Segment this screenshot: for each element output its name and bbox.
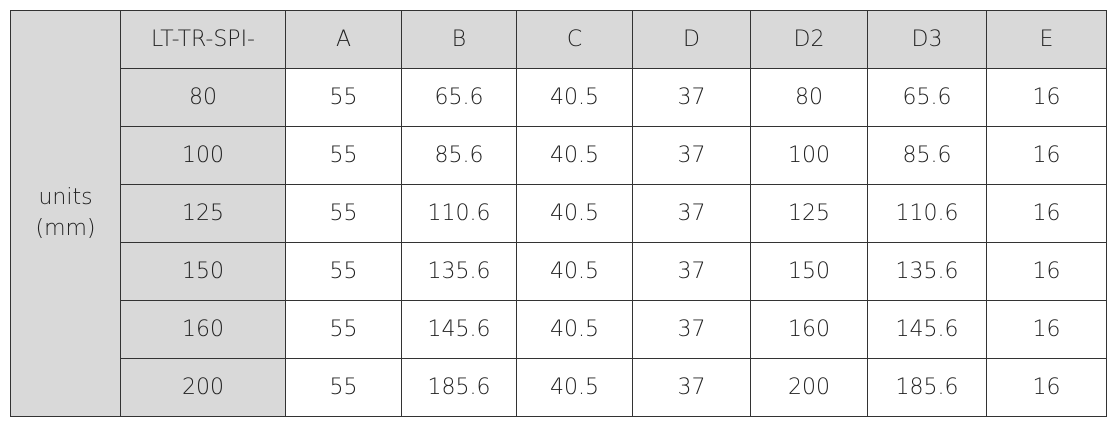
cell: 55	[285, 242, 402, 301]
table-body: units (mm) LT-TR-SPI- A B C D D2 D3 E 80 55 65.6 40.…	[10, 10, 1107, 417]
row: 200 55 185.6 40.5 37 200 185.6 16	[11, 358, 1107, 417]
cell: 40.5	[516, 242, 633, 301]
row: 80 55 65.6 40.5 37 80 65.6 16	[11, 68, 1107, 127]
row-header: 100	[120, 126, 286, 185]
cell: 40.5	[516, 184, 633, 243]
header-cell: LT-TR-SPI-	[120, 10, 286, 69]
cell: 135.6	[867, 242, 987, 301]
cell: 200	[750, 358, 868, 417]
cell: 85.6	[401, 126, 517, 185]
cell: 37	[632, 300, 751, 359]
cell: 40.5	[516, 68, 633, 127]
cell: 65.6	[401, 68, 517, 127]
cell: 110.6	[867, 184, 987, 243]
header-cell: A	[285, 10, 402, 69]
row: 125 55 110.6 40.5 37 125 110.6 16	[11, 184, 1107, 243]
header-cell: D3	[867, 10, 987, 69]
spec-table: units (mm) LT-TR-SPI- A B C D D2 D3 E 80 55 65.6 40.…	[10, 10, 1107, 417]
cell: 16	[986, 242, 1107, 301]
cell: 37	[632, 184, 751, 243]
cell: 55	[285, 68, 402, 127]
cell: 16	[986, 126, 1107, 185]
row: 160 55 145.6 40.5 37 160 145.6 16	[11, 300, 1107, 359]
cell: 40.5	[516, 126, 633, 185]
cell: 55	[285, 300, 402, 359]
row: 150 55 135.6 40.5 37 150 135.6 16	[11, 242, 1107, 301]
cell: 16	[986, 300, 1107, 359]
row-header: 150	[120, 242, 286, 301]
cell: 150	[750, 242, 868, 301]
cell: 16	[986, 184, 1107, 243]
cell: 37	[632, 126, 751, 185]
cell: 185.6	[401, 358, 517, 417]
cell: 65.6	[867, 68, 987, 127]
cell: 145.6	[867, 300, 987, 359]
cell: 145.6	[401, 300, 517, 359]
row-header: 80	[120, 68, 286, 127]
cell: 55	[285, 184, 402, 243]
header-row: units (mm) LT-TR-SPI- A B C D D2 D3 E	[10, 10, 1107, 417]
cell: 37	[632, 358, 751, 417]
row: 100 55 85.6 40.5 37 100 85.6 16	[11, 126, 1107, 185]
header-cell: B	[401, 10, 517, 69]
cell: 135.6	[401, 242, 517, 301]
cell: 37	[632, 68, 751, 127]
cell: 40.5	[516, 300, 633, 359]
row-header: 160	[120, 300, 286, 359]
header-cell: E	[986, 10, 1107, 69]
cell: 125	[750, 184, 868, 243]
cell: 40.5	[516, 358, 633, 417]
cell: 55	[285, 358, 402, 417]
cell: 185.6	[867, 358, 987, 417]
cell: 85.6	[867, 126, 987, 185]
cell: 110.6	[401, 184, 517, 243]
cell: 37	[632, 242, 751, 301]
cell: 16	[986, 358, 1107, 417]
cell: 160	[750, 300, 868, 359]
row-header: 125	[120, 184, 286, 243]
cell: 16	[986, 68, 1107, 127]
cell: 100	[750, 126, 868, 185]
cell: 80	[750, 68, 868, 127]
row-header: 200	[120, 358, 286, 417]
side-label: units (mm)	[10, 10, 121, 417]
header-cell: D	[632, 10, 751, 69]
header-cell: D2	[750, 10, 868, 69]
cell: 55	[285, 126, 402, 185]
header-cell: C	[516, 10, 633, 69]
